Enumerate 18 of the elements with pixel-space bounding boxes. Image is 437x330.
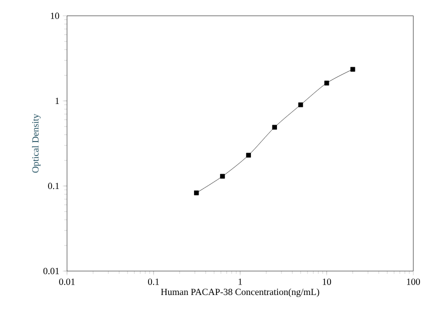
y-tick-label: 10 [50,12,60,19]
point [298,102,304,107]
x-tick-label: 10 [322,278,332,285]
x-tick-label: 0.1 [148,278,159,285]
x-axis-title: Human PACAP-38 Concentration(ng/mL) [160,288,320,297]
point [272,124,277,130]
point [350,66,356,72]
point [194,190,199,196]
y-tick-label: 1 [56,98,59,104]
x-tick-label: 0.01 [59,278,75,285]
point [324,80,330,86]
point [246,152,251,158]
x-tick-label: 100 [407,278,420,285]
y-axis-title: Optical Density [32,114,41,172]
y-tick-label: 0.1 [48,182,59,189]
point [220,174,225,178]
x-tick-label: 1 [238,278,242,285]
y-tick-label: 0.01 [43,268,59,274]
